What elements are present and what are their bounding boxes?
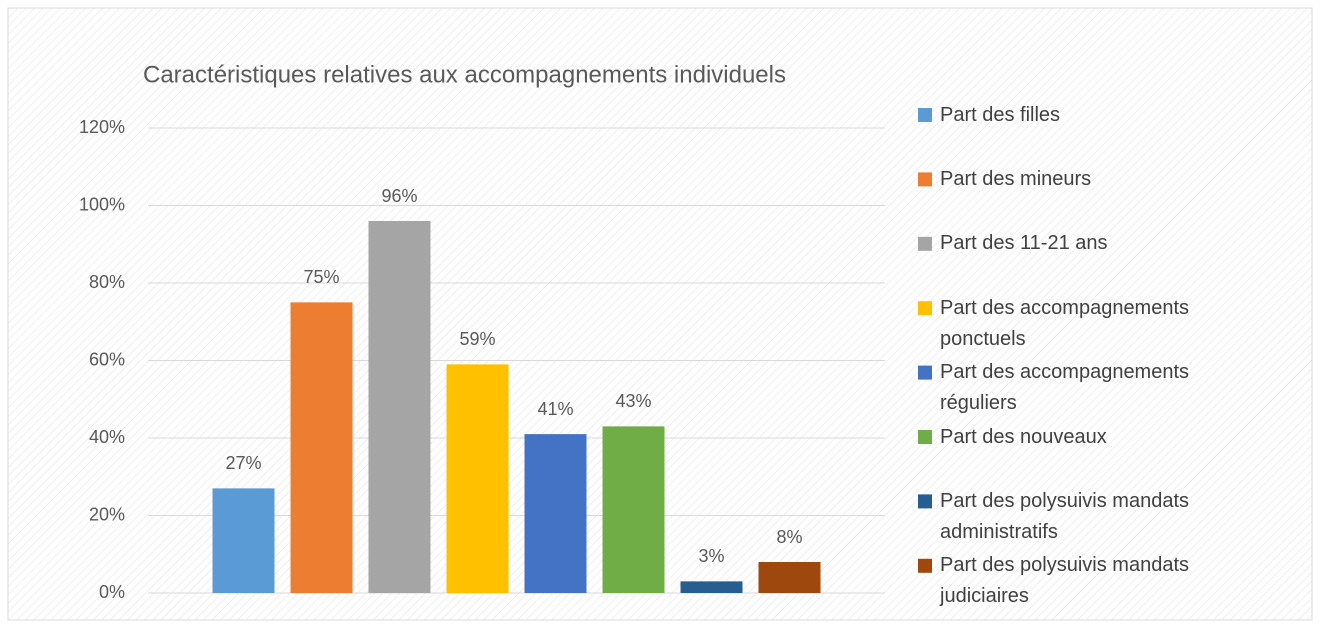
- legend-label: Part des filles: [940, 103, 1061, 126]
- legend-label: Part des accompagnements ponctuels: [940, 296, 1190, 350]
- bar: [212, 488, 275, 593]
- bar: [524, 434, 587, 593]
- data-label: 43%: [615, 391, 651, 411]
- legend-swatch: [918, 301, 932, 316]
- y-tick-label: 0%: [99, 582, 125, 602]
- data-label: 3%: [698, 546, 724, 566]
- legend-swatch: [918, 494, 932, 509]
- data-label: 8%: [776, 527, 802, 547]
- legend-label: Part des polysuivis mandats administrati…: [940, 489, 1190, 543]
- bar: [602, 426, 665, 593]
- legend-swatch: [918, 172, 932, 187]
- legend-swatch: [918, 558, 932, 573]
- y-tick-label: 100%: [79, 194, 125, 214]
- y-tick-label: 80%: [89, 272, 125, 292]
- legend-label: Part des 11-21 ans: [940, 232, 1108, 255]
- data-label: 27%: [225, 453, 261, 473]
- chart-title: Caractéristiques relatives aux accompagn…: [143, 61, 786, 88]
- bar: [290, 302, 353, 593]
- bar: [680, 581, 743, 593]
- y-tick-label: 120%: [79, 117, 125, 137]
- legend-label: Part des nouveaux: [940, 425, 1107, 448]
- legend-label: Part des polysuivis mandats judiciaires: [940, 554, 1190, 608]
- data-label: 59%: [459, 329, 495, 349]
- y-tick-label: 40%: [89, 427, 125, 447]
- legend-label: Part des accompagnements réguliers: [940, 361, 1190, 415]
- data-label: 41%: [537, 399, 573, 419]
- legend-label: Part des mineurs: [940, 167, 1092, 190]
- legend-swatch: [918, 430, 932, 444]
- bar: [368, 221, 431, 593]
- data-label: 96%: [381, 186, 417, 206]
- legend-swatch: [918, 236, 932, 251]
- y-tick-label: 20%: [89, 504, 125, 524]
- y-tick-label: 60%: [89, 349, 125, 369]
- bar: [758, 562, 821, 593]
- bar: [446, 364, 509, 593]
- legend-swatch: [918, 365, 932, 380]
- legend-swatch: [918, 108, 932, 122]
- data-label: 75%: [303, 267, 339, 287]
